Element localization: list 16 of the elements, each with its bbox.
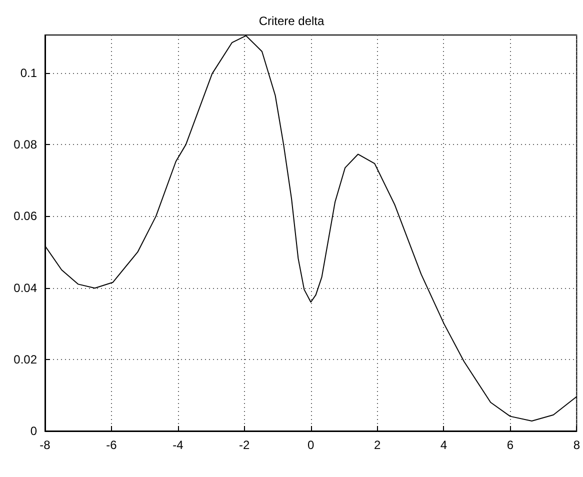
x-tick-label: 0 — [307, 438, 314, 452]
y-tick-label: 0.04 — [14, 280, 38, 295]
x-tick-label: 6 — [506, 438, 514, 452]
x-tick-label: 4 — [440, 438, 448, 452]
y-tick-label: 0.06 — [14, 209, 38, 224]
chart-title: Critere delta — [258, 14, 324, 28]
x-tick-label: -4 — [172, 438, 184, 452]
x-tick-label: -8 — [40, 438, 51, 452]
y-tick-label: 0.08 — [14, 138, 38, 152]
y-tick-label: 0.02 — [14, 352, 38, 366]
x-tick-label: 8 — [573, 438, 580, 452]
x-tick-label: 2 — [374, 438, 381, 452]
x-tick-label: -2 — [239, 438, 250, 452]
y-tick-label: 0 — [30, 424, 38, 438]
x-tick-label: -6 — [106, 438, 118, 452]
y-tick-label: 0.1 — [20, 66, 38, 80]
